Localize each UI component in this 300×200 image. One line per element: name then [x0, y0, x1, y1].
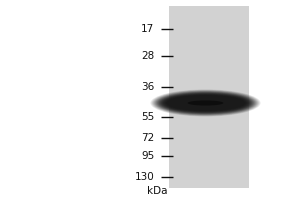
Ellipse shape: [155, 91, 256, 115]
Ellipse shape: [159, 92, 252, 114]
Ellipse shape: [160, 93, 251, 113]
Ellipse shape: [150, 89, 261, 117]
Ellipse shape: [169, 96, 242, 110]
Ellipse shape: [158, 92, 254, 114]
Ellipse shape: [179, 100, 232, 106]
Ellipse shape: [175, 99, 236, 107]
Ellipse shape: [154, 91, 257, 115]
Ellipse shape: [171, 97, 240, 109]
Text: 130: 130: [135, 172, 155, 182]
Ellipse shape: [178, 100, 233, 106]
Ellipse shape: [162, 94, 249, 112]
Text: 72: 72: [141, 133, 154, 143]
Bar: [169, 6, 249, 188]
Ellipse shape: [180, 100, 231, 106]
Text: 28: 28: [141, 51, 154, 61]
Ellipse shape: [157, 92, 254, 114]
Ellipse shape: [167, 96, 244, 110]
Ellipse shape: [152, 90, 259, 116]
Ellipse shape: [177, 99, 234, 107]
Ellipse shape: [163, 94, 248, 112]
Ellipse shape: [168, 96, 243, 110]
Text: 95: 95: [141, 151, 154, 161]
Ellipse shape: [166, 95, 245, 111]
Ellipse shape: [173, 98, 238, 108]
Text: 17: 17: [141, 24, 154, 34]
Text: 55: 55: [141, 112, 154, 122]
Ellipse shape: [174, 98, 237, 108]
Text: kDa: kDa: [147, 186, 168, 196]
Ellipse shape: [176, 99, 235, 107]
Ellipse shape: [160, 93, 250, 113]
Text: 36: 36: [141, 82, 154, 92]
Ellipse shape: [172, 97, 239, 109]
Ellipse shape: [154, 91, 256, 115]
Ellipse shape: [164, 94, 247, 112]
Ellipse shape: [152, 90, 260, 116]
Ellipse shape: [165, 95, 246, 111]
Ellipse shape: [170, 97, 241, 109]
Ellipse shape: [188, 100, 224, 106]
